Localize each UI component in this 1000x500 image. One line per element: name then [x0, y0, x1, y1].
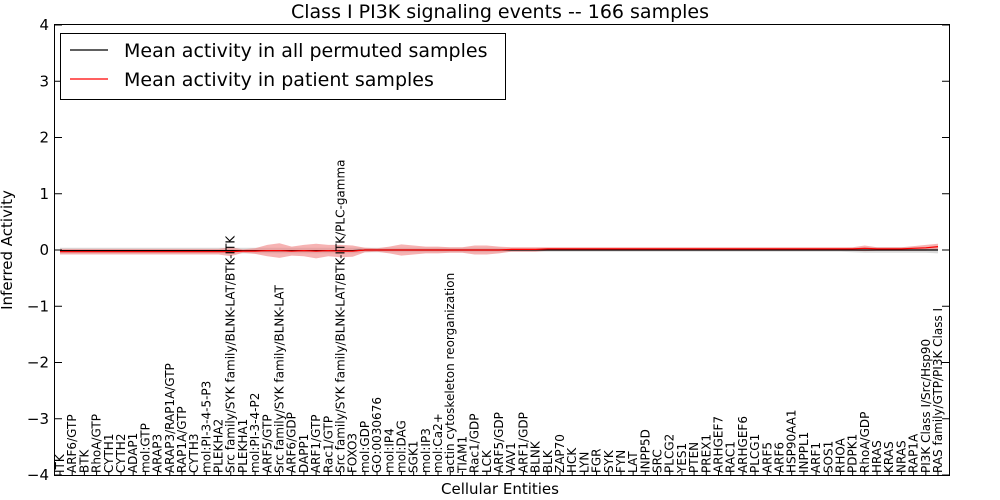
plot-area: [60, 243, 939, 259]
chart-title: Class I PI3K signaling events -- 166 sam…: [291, 1, 709, 23]
y-tick-label: −2: [27, 354, 49, 372]
x-tick-label: PI3K Class I/Src/Hsp90: [919, 339, 933, 473]
y-tick-label: 1: [39, 185, 49, 203]
legend-label-patient: Mean activity in patient samples: [124, 69, 434, 91]
plot-frame: [54, 24, 950, 476]
x-tick-label: KRAS: [882, 441, 896, 473]
x-tick-label: ARF5/GDP: [492, 412, 506, 473]
x-tick-label: mol:Ca2+: [431, 413, 445, 473]
x-tick-label: Rac1/GTP: [321, 416, 335, 473]
x-tick-label: TIAM1: [455, 436, 469, 474]
x-tick-label: LAT: [626, 451, 640, 473]
y-tick-label: −3: [27, 410, 49, 428]
x-tick-label: ARHGEF6: [736, 416, 750, 473]
y-tick-label: −4: [27, 466, 49, 484]
y-tick-label: 4: [39, 16, 49, 34]
x-tick-label: BLK: [541, 449, 555, 473]
x-tick-label: NRAS: [894, 440, 908, 473]
x-axis-label: Cellular Entities: [441, 480, 559, 498]
x-tick-label: ZAP70: [553, 434, 567, 473]
y-tick-label: 0: [39, 241, 49, 259]
x-tick-label: Src family/SYK family/BLNK-LAT/BTK-ITK: [224, 235, 238, 473]
x-tick-label: CYTH1: [102, 434, 116, 474]
x-tick-label: SRC: [651, 449, 665, 473]
legend: Mean activity in all permuted samples Me…: [60, 33, 506, 100]
x-tick-label: DAPP1: [297, 434, 311, 473]
x-tick-label: mol:GTP: [138, 423, 152, 473]
x-tick-label: ITK: [53, 453, 67, 473]
x-tick-label: PDPK1: [846, 434, 860, 473]
legend-box: [60, 33, 506, 100]
x-tick-label: RHOA: [833, 437, 847, 473]
series-line-patient: [60, 246, 939, 253]
y-axis-label: Inferred Activity: [0, 190, 16, 310]
x-tick-label: PTEN: [687, 442, 701, 473]
x-tick-label: PLEKHA1: [236, 419, 250, 473]
x-tick-label: RAP1A/GTP: [175, 406, 189, 473]
x-tick-label: INPP5D: [638, 429, 652, 473]
x-tick-label: FGR: [590, 448, 604, 473]
x-tick-label: LYN: [577, 452, 591, 473]
x-tick-label: FOXO3: [346, 433, 360, 473]
x-tick-label: BTK: [77, 448, 91, 473]
x-tick-label: Src family/SYK family/BLNK-LAT/BTK-ITK/P…: [334, 159, 348, 473]
y-tick-label: 3: [39, 72, 49, 90]
x-tick-label: SGK1: [407, 441, 421, 473]
x-tick-label: ARF5/GTP: [260, 414, 274, 473]
x-tick-label: PLEKHA2: [212, 419, 226, 473]
x-tick-label: ARF6/GTP: [65, 414, 79, 473]
x-tick-label: ARF5: [760, 442, 774, 473]
x-tick-label: VAV1: [504, 442, 518, 473]
x-tick-label: YES1: [675, 443, 689, 474]
x-tick-label: mol:DAG: [394, 420, 408, 473]
x-tick-label: ARF6: [773, 442, 787, 473]
x-tick-label: ARAP3/RAP1A/GTP: [163, 363, 177, 473]
x-tick-label: HSP90AA1: [785, 409, 799, 473]
x-tick-label: ADAP1: [126, 433, 140, 473]
x-tick-label: GO:0030676: [370, 397, 384, 473]
x-tick-label: HRAS: [870, 440, 884, 473]
x-tick-label: ARAP3: [151, 434, 165, 473]
y-tick-label: −1: [27, 297, 49, 315]
x-tick-label: RAP1A: [907, 433, 921, 473]
x-tick-label: mol:PI-3-4-P2: [248, 393, 262, 473]
x-tick-label: mol:PI-3-4-5-P3: [199, 381, 213, 473]
y-tick-label: 2: [39, 129, 49, 147]
x-tick-label: PLCG1: [748, 434, 762, 473]
x-tick-label: ARHGEF7: [712, 416, 726, 473]
x-tick-label: CYTH2: [114, 434, 128, 474]
x-tick-label: ARF6/GDP: [285, 412, 299, 473]
x-tick-label: ARF1/GDP: [516, 412, 530, 473]
x-tick-label: BLNK: [529, 440, 543, 473]
x-tick-label: actin cytoskeleton reorganization: [443, 273, 457, 473]
x-tick-label: SOS1: [821, 441, 835, 473]
x-tick-label: RAS family/GTP/PI3K Class I: [931, 308, 945, 473]
x-tick-label: INPPL1: [797, 432, 811, 473]
x-tick-label: PREX1: [699, 434, 713, 473]
x-tick-label: LCK: [480, 449, 494, 473]
x-tick-label: mol:IP4: [382, 428, 396, 473]
x-tick-label: HCK: [565, 447, 579, 473]
x-tick-label: SYK: [602, 449, 616, 473]
x-tick-label: ARF1: [809, 442, 823, 473]
x-tick-label: mol:IP3: [419, 428, 433, 473]
x-tick-label: CYTH3: [187, 433, 201, 473]
band-patient: [60, 243, 938, 259]
legend-label-permuted: Mean activity in all permuted samples: [124, 40, 487, 62]
x-tick-label: ARF1/GTP: [309, 414, 323, 473]
x-tick-label: RhoA/GDP: [858, 412, 872, 473]
x-tick-label: PLCG2: [663, 434, 677, 473]
x-tick-label: Rac1/GDP: [468, 414, 482, 473]
x-tick-label: RhoA/GTP: [90, 414, 104, 473]
x-tick-label: Src family/SYK family/BLNK-LAT: [273, 284, 287, 473]
x-tick-label: mol:GDP: [358, 421, 372, 473]
x-tick-label: FYN: [614, 450, 628, 473]
x-tick-label: RAC1: [724, 441, 738, 473]
y-axis-ticks: −4 −3 −2 −1 0 1 2 3 4: [27, 16, 949, 484]
x-axis-tick-labels: ITKARF6/GTPBTKRhoA/GTPCYTH1CYTH2ADAP1mol…: [53, 159, 945, 475]
